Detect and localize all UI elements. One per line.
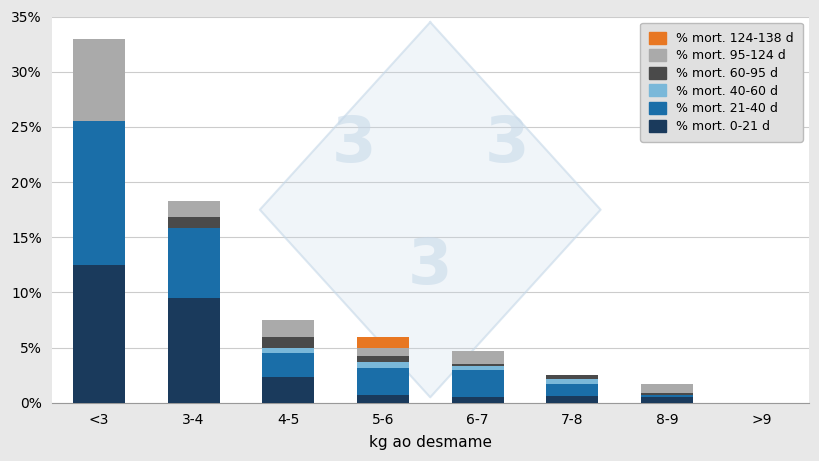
Bar	[640, 397, 692, 403]
Bar	[73, 265, 124, 403]
Bar	[451, 397, 503, 403]
Bar	[545, 384, 598, 396]
Bar	[262, 348, 314, 353]
Bar	[167, 201, 219, 218]
Bar	[167, 218, 219, 229]
Bar	[451, 364, 503, 366]
Bar	[356, 337, 409, 348]
Bar	[73, 121, 124, 265]
X-axis label: kg ao desmame: kg ao desmame	[369, 435, 491, 450]
Bar	[545, 378, 598, 384]
Bar	[167, 229, 219, 298]
Bar	[356, 395, 409, 403]
Bar	[451, 366, 503, 370]
Bar	[356, 367, 409, 395]
Bar	[262, 320, 314, 337]
Bar	[262, 337, 314, 348]
Text: 3: 3	[331, 113, 375, 175]
Text: 3: 3	[408, 235, 452, 297]
Bar	[262, 353, 314, 378]
Legend: % mort. 124-138 d, % mort. 95-124 d, % mort. 60-95 d, % mort. 40-60 d, % mort. 2: % mort. 124-138 d, % mort. 95-124 d, % m…	[640, 23, 802, 142]
Bar	[545, 396, 598, 403]
Bar	[356, 348, 409, 356]
Bar	[640, 395, 692, 397]
Bar	[545, 375, 598, 378]
Bar	[640, 384, 692, 393]
Text: 3: 3	[484, 113, 528, 175]
Bar	[356, 362, 409, 367]
Bar	[262, 378, 314, 403]
Bar	[356, 356, 409, 362]
Bar	[167, 298, 219, 403]
Bar	[451, 351, 503, 364]
Bar	[640, 393, 692, 395]
Polygon shape	[260, 22, 600, 397]
Bar	[451, 370, 503, 397]
Bar	[73, 39, 124, 121]
